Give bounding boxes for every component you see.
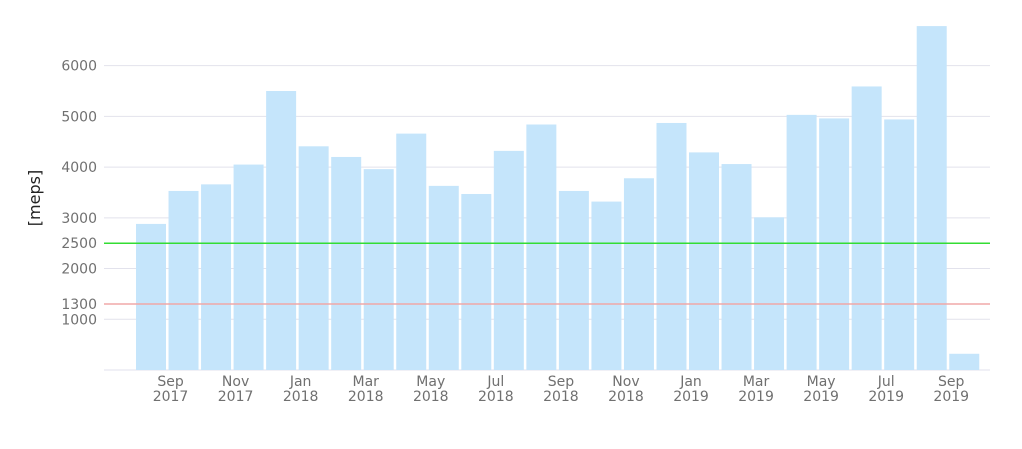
svg-text:2019: 2019 <box>673 389 709 405</box>
bar <box>623 178 654 370</box>
bars <box>136 26 980 371</box>
bar <box>233 164 264 370</box>
svg-text:2018: 2018 <box>348 389 384 405</box>
bar <box>656 122 687 370</box>
bar <box>916 26 947 371</box>
bar <box>331 156 362 370</box>
svg-text:Jan: Jan <box>679 374 702 390</box>
y-tick-label: 1000 <box>61 312 97 328</box>
bar <box>884 119 915 370</box>
reference-lines <box>104 242 990 305</box>
svg-text:Jan: Jan <box>289 374 312 390</box>
svg-text:2019: 2019 <box>803 389 839 405</box>
bar <box>591 201 622 370</box>
bar <box>721 164 752 370</box>
bar <box>298 146 329 370</box>
svg-text:2017: 2017 <box>153 389 189 405</box>
y-tick-label: 1300 <box>61 297 97 313</box>
bar <box>558 190 589 370</box>
bar <box>493 150 524 370</box>
bar <box>526 124 557 371</box>
bar <box>949 353 980 370</box>
y-tick-label: 4000 <box>61 160 97 176</box>
svg-text:2019: 2019 <box>933 389 969 405</box>
svg-text:Nov: Nov <box>612 374 639 390</box>
bar <box>786 114 817 370</box>
svg-text:Jul: Jul <box>877 374 895 390</box>
svg-text:2018: 2018 <box>413 389 449 405</box>
svg-text:Jul: Jul <box>486 374 504 390</box>
bar <box>201 184 232 370</box>
svg-text:Sep: Sep <box>938 374 965 390</box>
svg-text:Sep: Sep <box>157 374 184 390</box>
bar <box>396 133 427 370</box>
svg-text:May: May <box>807 374 836 390</box>
bar <box>754 217 785 370</box>
svg-text:2018: 2018 <box>543 389 579 405</box>
svg-text:2018: 2018 <box>283 389 319 405</box>
svg-text:2018: 2018 <box>608 389 644 405</box>
x-axis-ticks: Sep2017Nov2017Jan2018Mar2018May2018Jul20… <box>153 374 969 405</box>
y-tick-label: 6000 <box>61 59 97 75</box>
svg-text:2019: 2019 <box>868 389 904 405</box>
svg-text:2017: 2017 <box>218 389 254 405</box>
svg-text:Mar: Mar <box>352 374 379 390</box>
y-tick-label: 2500 <box>61 236 97 252</box>
svg-text:Mar: Mar <box>743 374 770 390</box>
svg-text:Nov: Nov <box>222 374 249 390</box>
y-tick-label: 2000 <box>61 262 97 278</box>
svg-text:2019: 2019 <box>738 389 774 405</box>
bar <box>428 185 459 370</box>
bar <box>363 169 394 370</box>
svg-text:Sep: Sep <box>548 374 575 390</box>
bar <box>689 152 720 370</box>
svg-text:2018: 2018 <box>478 389 514 405</box>
bar <box>168 190 199 370</box>
bar <box>851 86 882 370</box>
y-axis-label: [meps] <box>25 170 44 226</box>
bar <box>819 118 850 370</box>
y-tick-label: 5000 <box>61 109 97 125</box>
svg-text:May: May <box>416 374 445 390</box>
bar <box>266 91 297 370</box>
y-tick-label: 3000 <box>61 211 97 227</box>
bar <box>136 223 166 370</box>
bar <box>461 193 492 370</box>
